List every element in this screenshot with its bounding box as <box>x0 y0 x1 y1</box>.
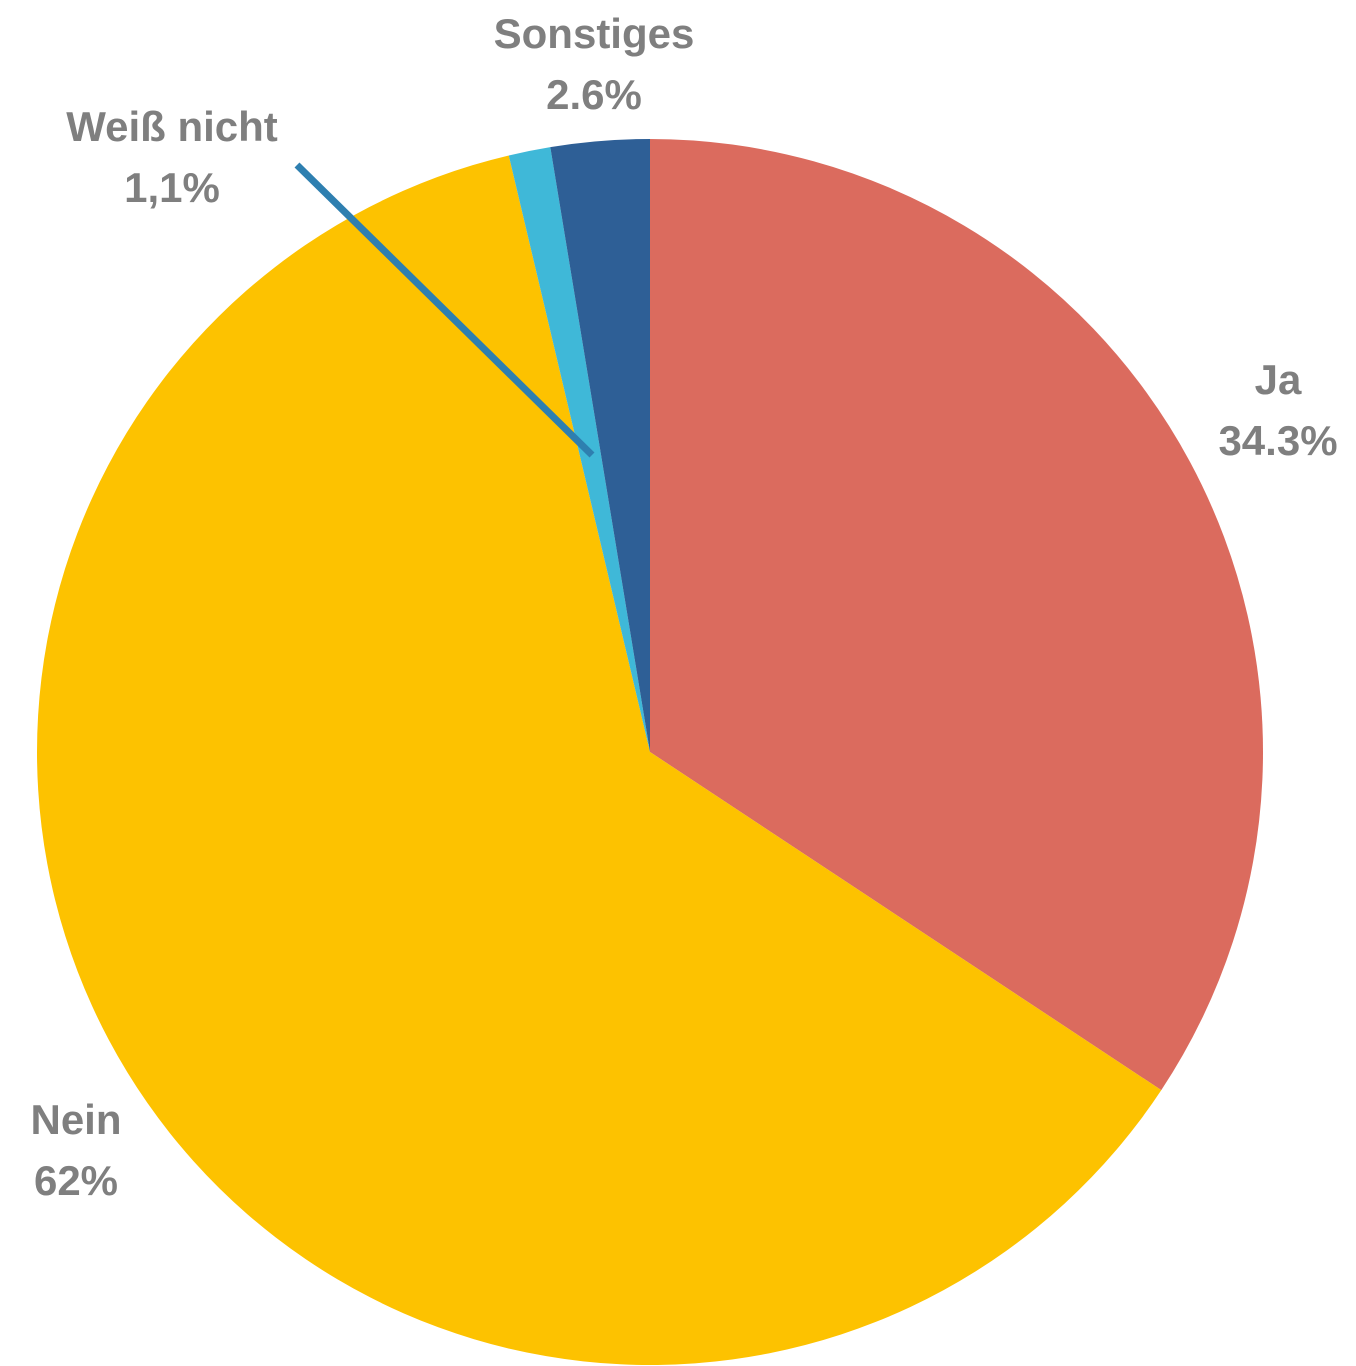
slice-label: Nein <box>30 1096 121 1143</box>
pie-slice <box>508 147 650 753</box>
slice-label: Sonstiges <box>494 10 695 57</box>
slice-label: Weiß nicht <box>66 103 278 150</box>
leader-line <box>294 162 595 458</box>
slice-value-label: 2.6% <box>546 71 642 118</box>
pie-slice <box>550 139 650 752</box>
slice-value-label: 62% <box>34 1157 118 1204</box>
pie-slice <box>650 139 1263 1091</box>
slice-value-label: 1,1% <box>124 164 220 211</box>
pie-slice <box>37 155 1162 1365</box>
slice-value-label: 34.3% <box>1218 417 1337 464</box>
slice-label: Ja <box>1255 356 1302 403</box>
